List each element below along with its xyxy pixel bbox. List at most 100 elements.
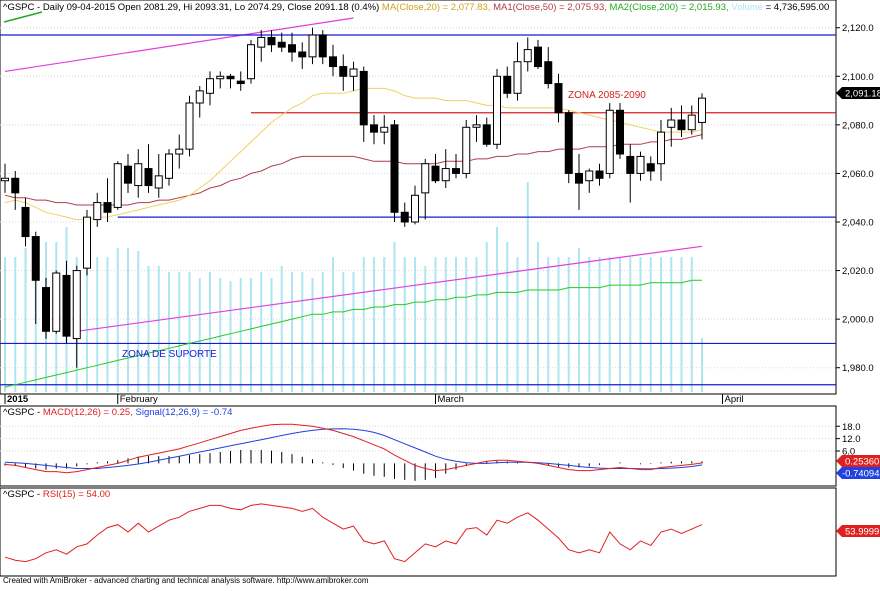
volume-bar [198,278,201,392]
candle-body [667,119,676,128]
candle-body [11,177,20,194]
volume-bar [567,257,570,392]
volume-bar [670,257,673,392]
candle-body [523,49,532,63]
volume-bar [4,257,6,392]
volume-bar [465,257,468,392]
macd-pane-frame [0,405,837,487]
volume-bar [629,257,632,392]
support-zone-label: ZONA DE SUPORTE [122,349,217,360]
candle-body [288,44,296,53]
price-tick-label: 2,100.0 [842,72,874,83]
candle-body [359,70,368,126]
trendlines [4,17,703,332]
volume-bar [168,272,170,392]
candle-body [636,155,645,174]
date-label: February [120,394,158,405]
resistance-zone-label: ZONA 2085-2090 [568,90,646,101]
macd-value: 0.253607 [845,457,880,468]
volume-bar [280,266,283,392]
candle-body [605,109,614,174]
signal-value-marker: -0.740942 [836,467,880,480]
volume-bar [260,272,263,392]
price-tick-label: 2,020.0 [842,266,874,277]
trendline [4,17,354,73]
candle-body [134,163,143,187]
volume-bar [506,242,509,392]
ma200-line [4,279,702,388]
candle-body [503,75,512,94]
candlesticks [1,27,706,368]
ma20-legend: MA(Close,20) = 2,077.83, [382,2,491,13]
volume-bar [321,272,324,392]
volume-bar [188,272,191,392]
price-header-summary: ^GSPC - Daily 09-04-2015 Open 2081.29, H… [3,2,379,13]
candle-body [144,168,153,187]
macd-y-axis: 18.012.0 6.0 [836,422,861,458]
last-price-value: 2,091.18 [845,89,880,100]
rsi-line [4,503,703,563]
signal-line [4,428,703,470]
rsi-value-marker: 53.9999 [836,525,880,538]
volume-bar [649,257,652,392]
candle-body [185,102,194,150]
candle-body [441,168,450,182]
date-label: March [438,394,464,405]
volume-bar [137,251,140,392]
volume-bar [373,257,375,392]
volume-bar [86,248,88,392]
rsi-polyline [4,503,703,563]
horizontal-levels [0,34,836,386]
candle-body [236,80,245,85]
candle-body [687,114,696,131]
candle-body [534,46,542,68]
candle-body [298,51,307,58]
price-gridlines [0,27,836,369]
volume-bar [496,227,498,392]
candle-body [1,177,9,182]
candle-body [103,202,112,213]
volume-bar [424,266,427,392]
volume-bar [362,257,365,392]
candle-body [472,124,481,128]
price-tick-label: 1,980.0 [842,363,874,374]
volume-bar [127,248,129,392]
volume-bar [701,338,703,392]
last-price-marker: 2,091.18 [836,87,880,100]
volume-bar [291,272,293,392]
candle-body [462,126,471,174]
candle-body [575,172,583,184]
volume-bar [455,257,457,392]
candle-body [595,170,604,179]
candle-body [585,170,594,182]
volume-bar [414,257,416,392]
signal-value: -0.740942 [842,469,880,480]
macd-value-marker: 0.253607 [836,455,880,468]
candle-body [21,206,30,238]
candle-body [411,194,419,223]
date-label: April [725,394,744,405]
macd-header-prefix: ^GSPC - [3,407,43,418]
volume-bar [301,272,304,392]
rsi-pane: ^GSPC - RSI(15) = 54.00 53.9999 [0,487,880,577]
candle-body [206,78,214,94]
candle-body [400,211,409,223]
volume-bar [608,257,611,392]
volume-bar [557,257,560,392]
price-tick-label: 2,080.0 [842,120,874,131]
candle-body [339,66,348,77]
candle-body [329,56,337,68]
price-tick-label: 2,120.0 [842,23,874,34]
candle-body [93,202,102,221]
candle-body [113,163,122,208]
ma200-legend: MA2(Close,200) = 2,015.93, [610,2,729,13]
rsi-header: ^GSPC - RSI(15) = 54.00 [3,489,110,500]
macd-line [4,423,703,474]
volume-bar [690,257,693,392]
volume-bar [660,257,662,392]
candle-body [195,90,204,104]
trendline [76,245,703,332]
candle-body [370,124,378,133]
candle-body [124,165,132,184]
